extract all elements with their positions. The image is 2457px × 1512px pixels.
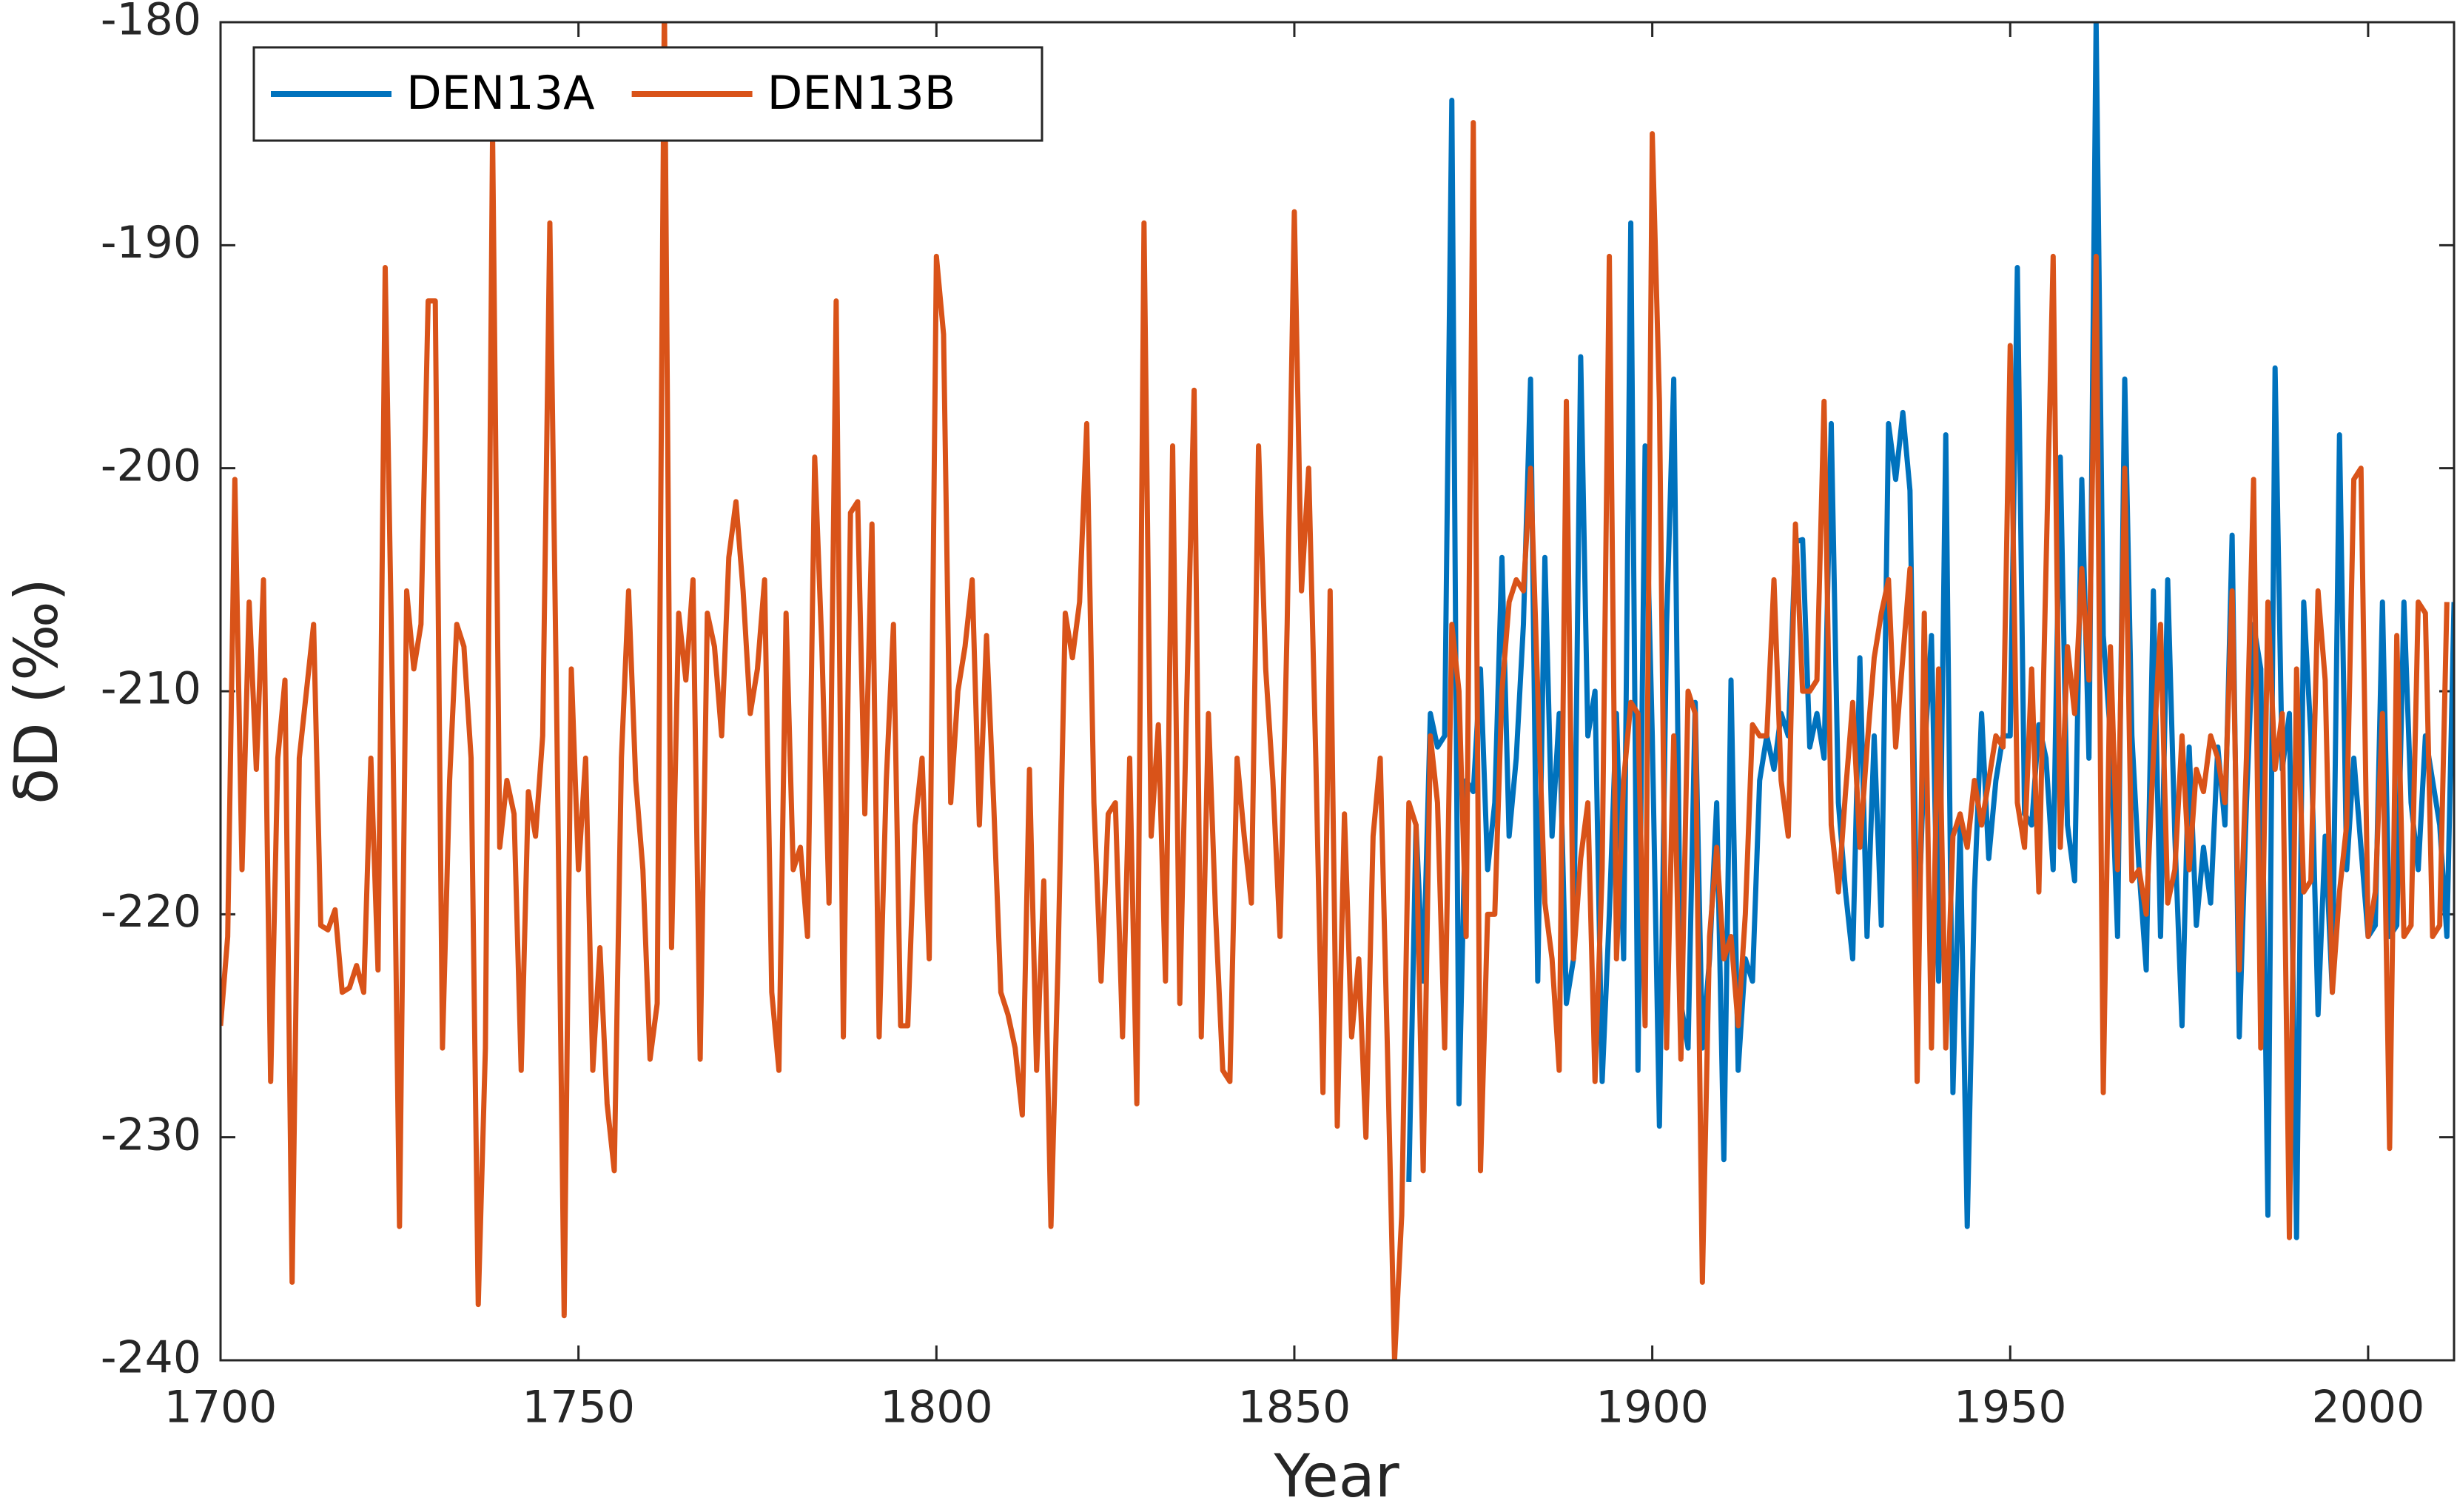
x-tick-label: 1900 bbox=[1596, 1382, 1709, 1434]
plot-area bbox=[221, 22, 2454, 1360]
y-tick-label: -230 bbox=[101, 1109, 201, 1160]
x-tick-label: 1700 bbox=[164, 1382, 278, 1434]
x-tick-label: 1800 bbox=[880, 1382, 993, 1434]
axes-box bbox=[219, 21, 2456, 1362]
legend-label: DEN13B bbox=[767, 66, 956, 120]
y-tick-label: -180 bbox=[101, 0, 201, 46]
legend-label: DEN13A bbox=[406, 66, 595, 120]
x-tick-label: 1950 bbox=[1954, 1382, 2067, 1434]
x-tick-label: 2000 bbox=[2312, 1382, 2425, 1434]
x-tick-label: 1750 bbox=[522, 1382, 635, 1434]
y-tick-label: -220 bbox=[101, 886, 201, 938]
x-axis-label: Year bbox=[1273, 1442, 1399, 1509]
y-tick-label: -240 bbox=[101, 1332, 201, 1384]
y-tick-label: -190 bbox=[101, 217, 201, 269]
x-tick-label: 1850 bbox=[1238, 1382, 1351, 1434]
y-tick-label: -200 bbox=[101, 440, 201, 491]
y-axis-label: δD (‰) bbox=[2, 578, 71, 804]
series-line bbox=[1406, 22, 2454, 1240]
series-line bbox=[221, 22, 2450, 1360]
legend: DEN13A DEN13B bbox=[252, 46, 1043, 142]
y-tick-label: -210 bbox=[101, 663, 201, 715]
